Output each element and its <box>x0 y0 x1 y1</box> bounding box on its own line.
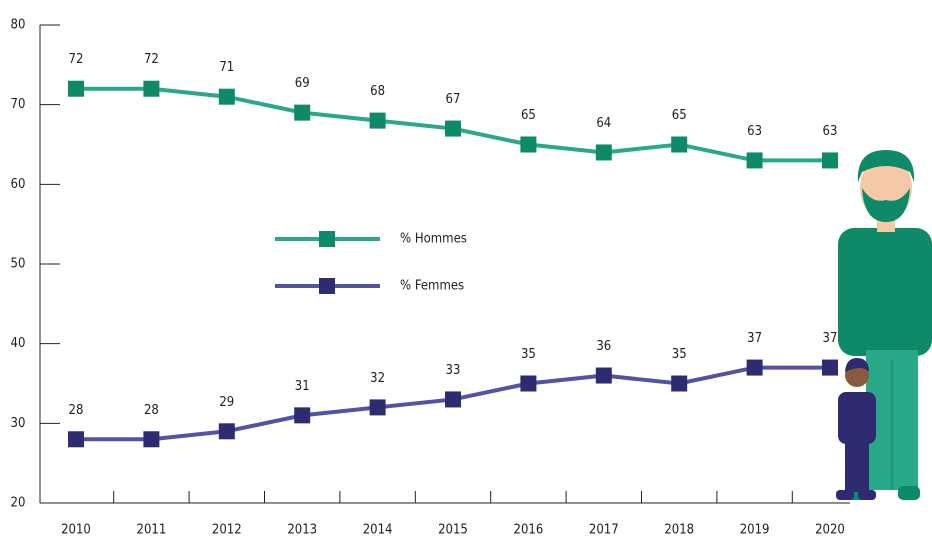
y-tick-label: 40 <box>11 336 26 351</box>
y-tick-label: 80 <box>11 18 26 33</box>
legend-marker <box>319 231 335 247</box>
marker <box>369 399 386 416</box>
marker <box>746 359 763 376</box>
marker <box>822 359 838 376</box>
data-label: 63 <box>747 124 762 139</box>
marker <box>595 367 612 384</box>
data-label: 35 <box>521 347 536 362</box>
marker <box>520 136 537 153</box>
marker <box>369 112 386 129</box>
y-tick-label: 70 <box>11 97 26 112</box>
data-label: 37 <box>747 331 762 346</box>
x-tick-label: 2017 <box>589 523 619 538</box>
data-label: 69 <box>295 76 310 91</box>
data-label: 33 <box>446 363 461 378</box>
marker <box>822 152 838 169</box>
x-tick-label: 2012 <box>212 523 242 538</box>
marker <box>445 120 461 137</box>
x-tick-label: 2013 <box>287 523 317 538</box>
marker <box>746 152 763 169</box>
data-label: 65 <box>521 108 536 123</box>
marker <box>143 80 160 97</box>
marker <box>68 80 84 97</box>
data-label: 64 <box>596 116 611 131</box>
data-label: 29 <box>219 395 234 410</box>
x-tick-label: 2011 <box>137 523 167 538</box>
marker <box>68 431 84 448</box>
data-label: 28 <box>69 403 84 418</box>
marker <box>671 136 688 153</box>
y-tick-label: 30 <box>11 416 26 431</box>
x-tick-label: 2010 <box>61 523 91 538</box>
marker <box>595 144 612 161</box>
data-label: 31 <box>295 379 310 394</box>
data-label: 32 <box>370 371 385 386</box>
legend-label: % Femmes <box>400 279 464 294</box>
x-tick-label: 2018 <box>664 523 694 538</box>
legend-label: % Hommes <box>400 232 467 247</box>
x-tick-label: 2015 <box>438 523 468 538</box>
x-tick-label: 2016 <box>514 523 544 538</box>
data-label: 71 <box>219 60 234 75</box>
data-label: 65 <box>672 108 687 123</box>
x-tick-label: 2020 <box>815 523 845 538</box>
marker <box>671 375 688 392</box>
marker <box>218 423 235 440</box>
marker <box>143 431 160 448</box>
marker <box>294 104 311 121</box>
data-label: 68 <box>370 84 385 99</box>
data-label: 63 <box>823 124 838 139</box>
data-label: 72 <box>144 52 159 67</box>
data-label: 72 <box>69 52 84 67</box>
legend-marker <box>319 278 335 294</box>
data-label: 28 <box>144 403 159 418</box>
y-tick-label: 20 <box>11 496 26 511</box>
data-label: 35 <box>672 347 687 362</box>
illustration <box>836 150 932 500</box>
marker <box>294 407 311 424</box>
marker <box>520 375 537 392</box>
data-label: 36 <box>596 339 611 354</box>
data-label: 67 <box>446 92 461 107</box>
y-tick-label: 60 <box>11 177 26 192</box>
x-tick-label: 2014 <box>363 523 393 538</box>
data-label: 37 <box>823 331 838 346</box>
marker <box>218 88 235 105</box>
marker <box>445 391 461 408</box>
y-tick-label: 50 <box>11 257 26 272</box>
x-tick-label: 2019 <box>740 523 770 538</box>
